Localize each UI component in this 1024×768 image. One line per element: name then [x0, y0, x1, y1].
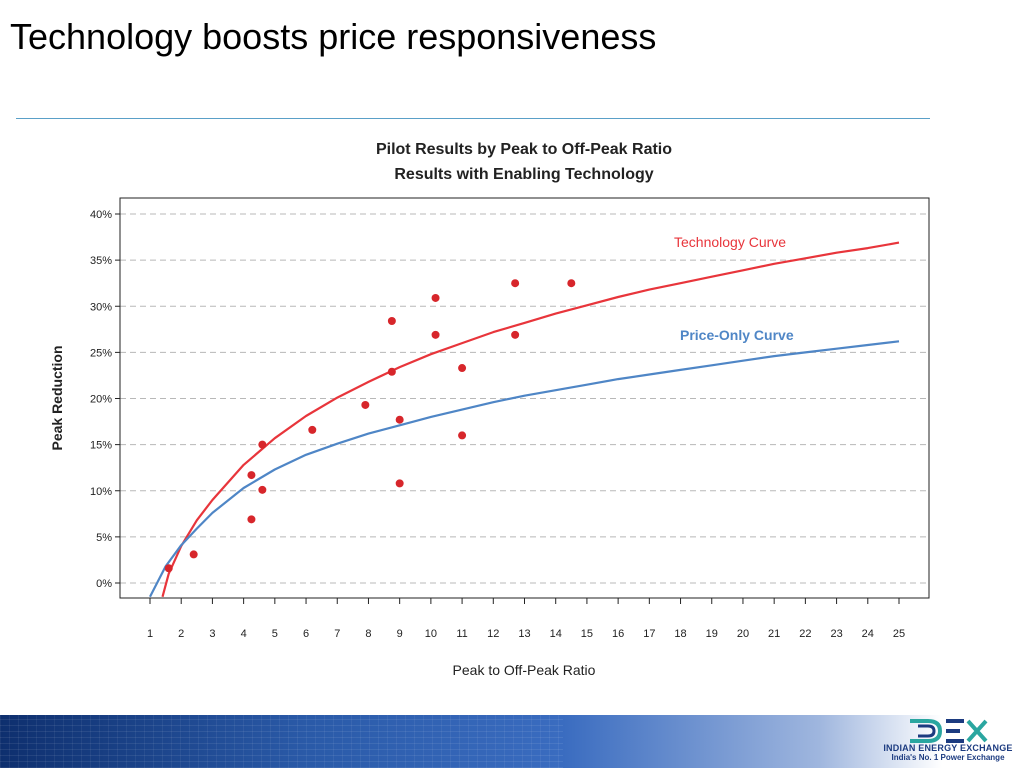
x-tick-label: 7 [334, 628, 340, 640]
y-tick-label: 40% [90, 209, 112, 221]
technology-curve-label: Technology Curve [674, 234, 786, 250]
y-tick-label: 10% [90, 486, 112, 498]
data-point [395, 415, 404, 424]
y-tick-label: 25% [90, 347, 112, 359]
footer-banner [0, 715, 1024, 768]
y-axis-label: Peak Reduction [49, 345, 65, 450]
x-tick-label: 21 [768, 628, 780, 640]
x-tick-label: 18 [674, 628, 686, 640]
slide-title: Technology boosts price responsiveness [10, 16, 657, 57]
data-point [567, 279, 576, 288]
data-points [164, 279, 576, 573]
curves [149, 241, 900, 598]
y-tick-label: 35% [90, 255, 112, 267]
data-point [431, 330, 440, 339]
data-point [395, 479, 404, 488]
x-tick-label: 24 [862, 628, 874, 640]
data-point [511, 330, 520, 339]
price-only-curve-label: Price-Only Curve [680, 327, 794, 343]
footer-pattern [0, 715, 564, 768]
data-point [189, 550, 198, 559]
technology-curve [161, 241, 900, 598]
x-tick-label: 17 [643, 628, 655, 640]
y-tick-label: 5% [96, 532, 112, 544]
x-tick-label: 11 [456, 628, 467, 640]
x-tick-label: 4 [241, 628, 247, 640]
y-tick-label: 20% [90, 394, 112, 406]
x-tick-label: 25 [893, 628, 905, 640]
x-tick-label: 9 [397, 628, 403, 640]
x-tick-label: 1 [147, 628, 153, 640]
x-tick-label: 5 [272, 628, 278, 640]
title-divider [16, 118, 930, 119]
y-tick-label: 30% [90, 301, 112, 313]
x-tick-label: 8 [365, 628, 371, 640]
logo-name: INDIAN ENERGY EXCHANGE [883, 743, 1013, 753]
x-tick-label: 13 [518, 628, 530, 640]
x-tick-label: 20 [737, 628, 749, 640]
data-point [164, 564, 173, 573]
data-point [247, 471, 256, 480]
x-tick-label: 3 [209, 628, 215, 640]
data-point [458, 431, 467, 440]
x-tick-label: 19 [706, 628, 718, 640]
iex-logo: INDIAN ENERGY EXCHANGE India's No. 1 Pow… [878, 716, 1018, 768]
iex-logo-icon [910, 719, 988, 743]
data-point [247, 515, 256, 524]
x-tick-label: 14 [550, 628, 562, 640]
x-tick-label: 12 [487, 628, 499, 640]
x-axis-label: Peak to Off-Peak Ratio [453, 662, 596, 678]
y-tick-label: 15% [90, 440, 112, 452]
data-point [258, 440, 267, 449]
data-point [387, 317, 396, 326]
data-point [361, 400, 370, 409]
data-point [458, 364, 467, 373]
x-tick-label: 6 [303, 628, 309, 640]
data-point [511, 279, 520, 288]
data-point [308, 425, 317, 434]
chart-subtitle: Results with Enabling Technology [394, 166, 653, 183]
data-point [258, 485, 267, 494]
y-axis-ticks: 0% 5% 10% 15% 20% 25% 30% 35% 40% [90, 209, 120, 590]
grid-lines [120, 213, 929, 584]
x-axis-ticks: 1 2 3 4 5 6 7 8 9 10 11 12 13 14 15 16 17 18 19 20 21 22 23 24 2… [147, 598, 905, 640]
x-tick-label: 23 [830, 628, 842, 640]
y-tick-label: 0% [96, 578, 112, 590]
price-only-curve [149, 340, 900, 598]
x-tick-label: 22 [799, 628, 811, 640]
chart-title: Pilot Results by Peak to Off-Peak Ratio [376, 141, 672, 158]
logo-tagline: India's No. 1 Power Exchange [891, 753, 1005, 762]
x-tick-label: 2 [178, 628, 184, 640]
x-tick-label: 10 [425, 628, 437, 640]
x-tick-label: 15 [581, 628, 593, 640]
x-tick-label: 16 [612, 628, 624, 640]
data-point [387, 367, 396, 376]
peak-reduction-chart: Pilot Results by Peak to Off-Peak Ratio … [49, 141, 930, 678]
data-point [431, 293, 440, 302]
